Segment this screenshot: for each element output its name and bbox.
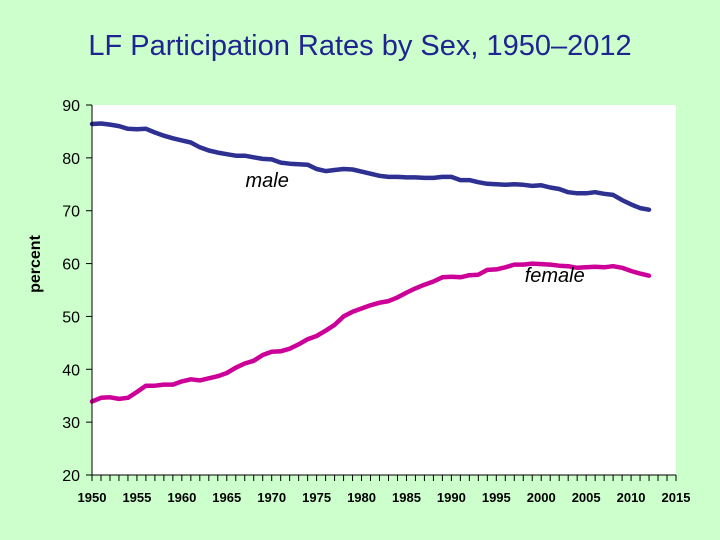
y-tick-label: 90 [62, 98, 80, 115]
x-tick-label: 2015 [662, 490, 691, 505]
x-tick-label: 1970 [257, 490, 286, 505]
x-tick-label: 2000 [527, 490, 556, 505]
chart-title: LF Participation Rates by Sex, 1950–2012 [88, 30, 632, 62]
x-tick-label: 1985 [392, 490, 421, 505]
y-tick-label: 50 [62, 309, 80, 326]
y-ticks: 20 30 40 50 60 70 80 90 [62, 98, 92, 485]
x-tick-label: 1955 [122, 490, 151, 505]
y-tick-label: 20 [62, 468, 80, 485]
y-tick-label: 60 [62, 257, 80, 274]
series-label-female: female [525, 265, 585, 287]
annotations: male female [246, 170, 585, 287]
y-axis-title: percent [27, 234, 44, 292]
plot-area [92, 105, 676, 475]
y-tick-label: 40 [62, 362, 80, 379]
x-tick-label: 2010 [617, 490, 646, 505]
series-layer [89, 121, 652, 404]
x-tick-label: 1960 [167, 490, 196, 505]
x-tick-label: 2005 [572, 490, 601, 505]
x-tick-label: 1975 [302, 490, 331, 505]
series-line-male [89, 121, 652, 212]
y-tick-label: 30 [62, 415, 80, 432]
x-ticks: 1950 1955 1960 1965 1970 1975 1980 1985 1990 1995… [78, 475, 691, 505]
series-label-male: male [246, 170, 289, 192]
x-tick-label: 1980 [347, 490, 376, 505]
x-tick-label: 1950 [78, 490, 107, 505]
x-tick-label: 1995 [482, 490, 511, 505]
series-line-female [89, 261, 652, 404]
x-tick-label: 1965 [212, 490, 241, 505]
x-tick-label: 1990 [437, 490, 466, 505]
y-tick-label: 80 [62, 151, 80, 168]
y-tick-label: 70 [62, 204, 80, 221]
